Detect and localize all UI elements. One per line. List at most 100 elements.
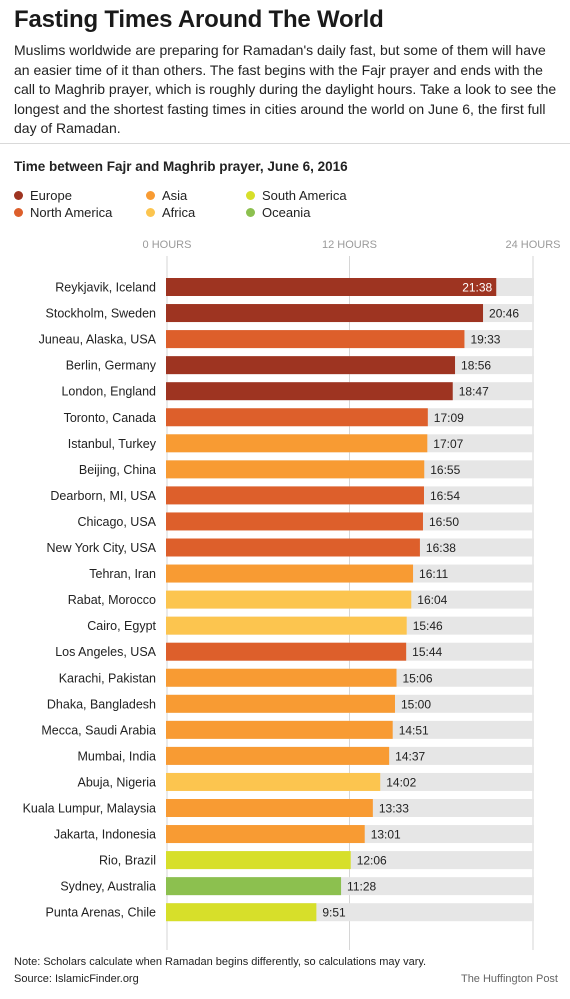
bar	[166, 486, 424, 505]
bar	[166, 382, 453, 401]
legend-swatch	[146, 208, 155, 217]
legend-item-north-america: North America	[14, 205, 112, 220]
divider	[0, 143, 570, 144]
value-label: 13:33	[379, 802, 409, 816]
bar	[166, 825, 365, 844]
legend-swatch	[246, 208, 255, 217]
city-label: New York City, USA	[46, 541, 156, 555]
legend-item-south-america: South America	[246, 188, 347, 203]
bar	[166, 772, 381, 791]
value-label: 17:09	[434, 411, 464, 425]
city-label: Istanbul, Turkey	[68, 437, 157, 451]
bar	[166, 799, 373, 817]
value-label: 12:06	[357, 854, 387, 868]
value-label: 9:51	[322, 906, 346, 920]
value-label: 15:44	[412, 645, 442, 659]
bar	[166, 720, 393, 739]
city-label: Mecca, Saudi Arabia	[41, 723, 156, 737]
value-label: 16:04	[417, 593, 447, 607]
bar	[166, 434, 428, 453]
bar	[166, 460, 425, 479]
city-label: London, England	[61, 385, 156, 399]
intro-paragraph: Muslims worldwide are preparing for Rama…	[14, 42, 557, 136]
city-label: Juneau, Alaska, USA	[39, 333, 157, 347]
value-label: 11:28	[347, 880, 376, 894]
value-label: 16:11	[419, 567, 448, 581]
bar	[166, 564, 414, 583]
bar	[166, 512, 423, 531]
city-label: Abuja, Nigeria	[77, 775, 156, 789]
city-label: Tehran, Iran	[89, 567, 156, 581]
value-label: 15:46	[413, 619, 443, 633]
legend-item-europe: Europe	[14, 188, 72, 203]
bar	[166, 694, 395, 713]
bar	[166, 590, 412, 609]
legend-label: Europe	[30, 188, 72, 203]
legend: Europe North America Asia Africa South Ameri…	[14, 188, 554, 224]
value-label: 18:47	[459, 385, 489, 399]
value-label: 14:37	[395, 749, 425, 763]
city-label: Punta Arenas, Chile	[46, 906, 157, 920]
value-label: 13:01	[371, 828, 401, 842]
city-label: Jakarta, Indonesia	[54, 828, 156, 842]
legend-label: North America	[30, 205, 113, 220]
bar	[166, 642, 407, 661]
bar	[166, 538, 420, 557]
bar	[166, 616, 407, 635]
chart-subtitle: Time between Fajr and Maghrib prayer, Ju…	[14, 159, 348, 174]
bar	[166, 408, 428, 427]
bar	[166, 356, 456, 375]
legend-item-oceania: Oceania	[246, 205, 310, 220]
city-label: Karachi, Pakistan	[59, 671, 156, 685]
x-tick-label: 0 HOURS	[143, 239, 192, 251]
value-label: 16:50	[429, 515, 459, 529]
city-label: Toronto, Canada	[64, 411, 156, 425]
legend-swatch	[14, 191, 23, 200]
legend-label: South America	[262, 188, 347, 203]
value-label: 14:51	[399, 723, 429, 737]
source-line: Source: IslamicFinder.org	[14, 973, 139, 985]
legend-swatch	[146, 191, 155, 200]
city-label: Stockholm, Sweden	[46, 307, 157, 321]
bar	[166, 304, 484, 323]
city-label: Sydney, Australia	[60, 880, 156, 894]
value-label: 18:56	[461, 359, 491, 373]
bar	[166, 668, 397, 687]
legend-item-africa: Africa	[146, 205, 195, 220]
city-label: Chicago, USA	[77, 515, 156, 529]
legend-item-asia: Asia	[146, 188, 187, 203]
city-label: Cairo, Egypt	[87, 619, 156, 633]
bar	[166, 330, 465, 349]
x-tick-label: 12 HOURS	[322, 239, 377, 251]
value-label: 16:55	[430, 463, 460, 477]
bar	[166, 851, 351, 870]
value-label: 16:38	[426, 541, 456, 555]
value-label: 15:00	[401, 697, 431, 711]
city-label: Dearborn, MI, USA	[50, 489, 156, 503]
city-label: Rabat, Morocco	[68, 593, 156, 607]
legend-swatch	[14, 208, 23, 217]
bar	[166, 903, 317, 922]
legend-swatch	[246, 191, 255, 200]
bar-chart: 0 HOURS 12 HOURS 24 HOURS Reykjavik, Icelan…	[23, 239, 561, 950]
city-label: Rio, Brazil	[99, 854, 156, 868]
bar	[166, 278, 497, 296]
bar	[166, 877, 342, 896]
value-label: 14:02	[386, 775, 416, 789]
legend-label: Asia	[162, 188, 188, 203]
value-label: 15:06	[403, 671, 433, 685]
chart-title: Fasting Times Around The World	[14, 6, 384, 33]
x-tick-label: 24 HOURS	[505, 239, 560, 251]
city-label: Reykjavik, Iceland	[55, 281, 156, 295]
city-label: Mumbai, India	[77, 749, 156, 763]
credit-line: The Huffington Post	[460, 973, 558, 985]
value-label: 16:54	[430, 489, 460, 503]
value-label: 19:33	[470, 333, 500, 347]
value-label: 20:46	[489, 307, 519, 321]
city-label: Dhaka, Bangladesh	[47, 697, 156, 711]
legend-label: Africa	[162, 205, 196, 220]
footnote: Note: Scholars calculate when Ramadan be…	[14, 956, 427, 968]
city-label: Los Angeles, USA	[55, 645, 156, 659]
bar	[166, 746, 390, 765]
city-label: Kuala Lumpur, Malaysia	[23, 802, 156, 816]
